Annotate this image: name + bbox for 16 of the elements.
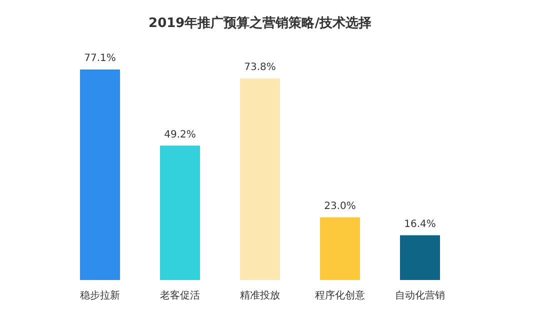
bar	[320, 217, 360, 280]
data-label: 73.8%	[244, 62, 276, 74]
data-label: 49.2%	[164, 129, 196, 140]
bar	[240, 78, 280, 280]
x-tick-label: 稳步拉新	[80, 290, 120, 302]
x-tick-label: 程序化创意	[315, 290, 365, 302]
bar	[400, 235, 440, 280]
data-label: 77.1%	[84, 53, 116, 64]
x-tick-label: 老客促活	[160, 290, 200, 302]
bar	[80, 70, 120, 280]
x-tick-label: 精准投放	[240, 290, 280, 302]
data-label: 16.4%	[404, 218, 436, 230]
bar	[160, 146, 200, 280]
x-tick-label: 自动化营销	[395, 290, 445, 302]
chart-title: 2019年推广预算之营销策略/技术选择	[148, 15, 372, 32]
data-label: 23.0%	[324, 200, 356, 212]
